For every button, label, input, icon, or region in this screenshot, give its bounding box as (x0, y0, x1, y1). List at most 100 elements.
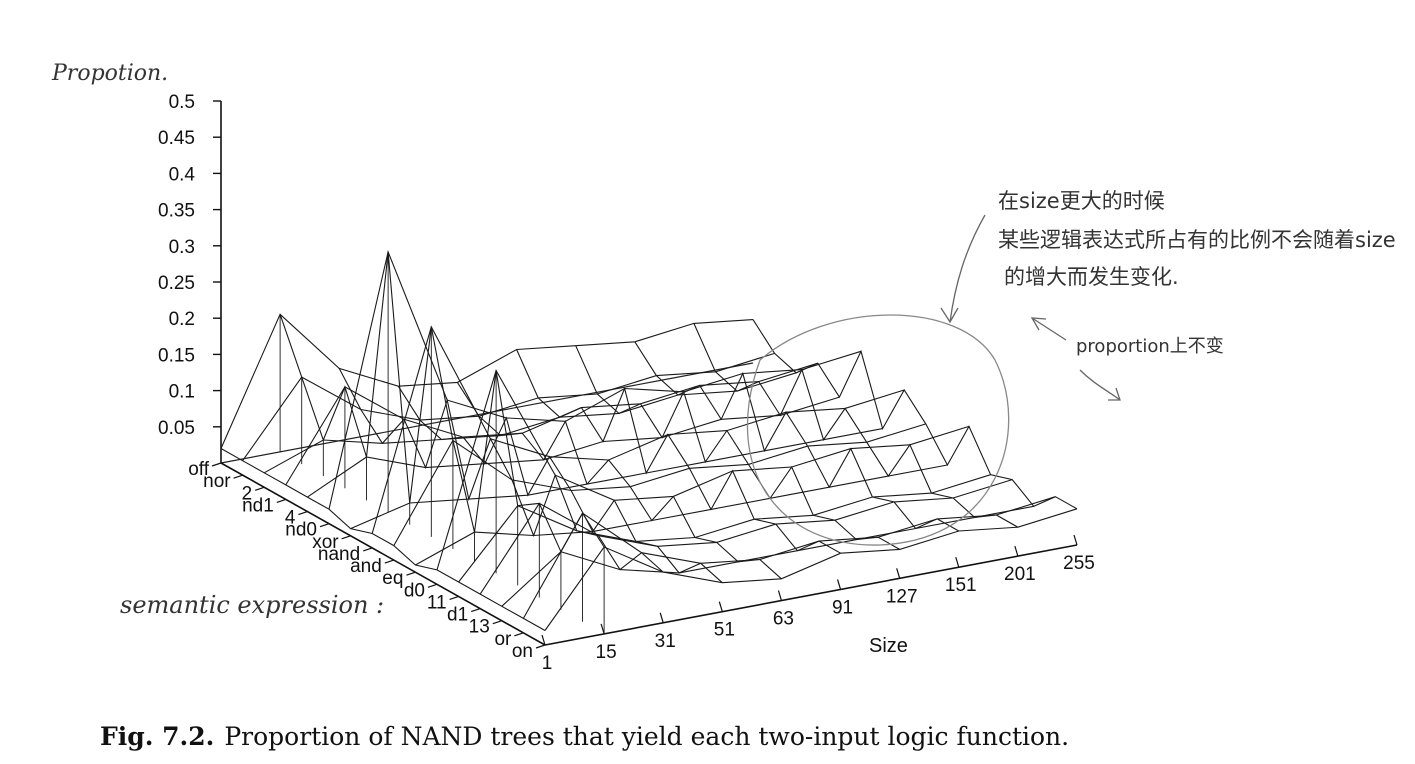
z-category-label: 4 (285, 508, 296, 529)
y-tick-label: 0.05 (158, 418, 195, 439)
series-line (350, 428, 883, 530)
z-category-label: 11 (427, 592, 447, 613)
x-tick-label: 91 (832, 597, 853, 618)
series-layer (220, 250, 1078, 634)
z-category-label: nor (203, 471, 231, 492)
x-tick-mark (659, 612, 664, 623)
x-tick-mark (718, 601, 723, 612)
z-tick-mark (298, 510, 308, 516)
series-line (393, 423, 926, 546)
x-tick-label: 63 (773, 609, 794, 630)
series-line (307, 396, 840, 498)
size-slice-line (575, 345, 900, 550)
series-line (285, 362, 818, 486)
size-note-line1: 在size更大的时候 (998, 189, 1165, 213)
size-note-line3: 的增大而发生变化. (1004, 265, 1179, 289)
x-tick-label: 255 (1063, 553, 1095, 574)
size-slice-line (220, 448, 546, 631)
z-category-label: xor (312, 532, 339, 553)
z-axis-line (220, 462, 546, 646)
x-tick-label: 151 (945, 575, 977, 596)
z-tick-mark (406, 571, 416, 576)
x-axis: 1 15 31 51 63 91 127 151 201 255 (541, 534, 1095, 674)
x-tick-label: 51 (714, 620, 735, 641)
z-category-label: on (512, 641, 533, 662)
z-tick-mark (535, 644, 546, 649)
x-tick-mark (955, 557, 960, 568)
y-tick-label: 0.25 (158, 273, 195, 294)
z-tick-mark (319, 523, 330, 528)
z-category-label: d0 (404, 580, 425, 601)
z-category-label: and (350, 556, 382, 577)
annotation-arrow-3 (1079, 369, 1121, 401)
y-tick-label: 0.15 (158, 345, 195, 366)
series-line (436, 369, 970, 571)
z-tick-mark (341, 535, 351, 540)
annotation-arrow-1 (949, 214, 986, 323)
y-axis-ticks: 0.5 0.45 0.4 0.35 0.3 0.25 0.2 0.15 0.1 0.05 (158, 92, 221, 439)
z-tick-mark (233, 474, 243, 479)
size-slice-line (338, 368, 664, 573)
series-line (263, 372, 797, 474)
size-note-line2: 某些逻辑表达式所占有的比例不会随着size (998, 228, 1396, 252)
series-line (371, 325, 905, 534)
x-tick-mark (600, 623, 605, 635)
proportion-note: proportion上不变 (1076, 336, 1224, 357)
y-tick-label: 0.45 (158, 128, 195, 149)
y-tick-label: 0.1 (169, 382, 195, 403)
x-tick-mark (896, 568, 901, 579)
series-line (479, 479, 1013, 595)
x-tick-mark (777, 590, 783, 601)
series-line (544, 508, 1078, 631)
series-line (415, 464, 948, 566)
caption-label: Fig. 7.2. (100, 722, 215, 751)
x-tick-label: 201 (1004, 564, 1036, 585)
z-tick-mark (255, 486, 265, 491)
x-tick-mark (541, 634, 546, 646)
x-tick-label: 1 (542, 653, 553, 674)
z-category-label: nd1 (242, 495, 274, 516)
size-slice-line (456, 382, 782, 580)
y-axis-handwritten-note: Propotion. (51, 61, 168, 86)
size-slice-line (279, 251, 605, 553)
z-tick-mark (492, 620, 502, 625)
z-category-label: 2 (242, 483, 253, 504)
x-tick-label: 15 (596, 642, 617, 663)
y-tick-label: 0.35 (158, 201, 195, 222)
series-line (501, 505, 1034, 607)
z-tick-mark (276, 498, 286, 503)
z-tick-mark (384, 559, 394, 564)
x-tick-mark (1014, 545, 1019, 557)
x-tick-mark (1073, 534, 1078, 546)
series-line (220, 313, 754, 449)
y-tick-label: 0.5 (169, 92, 195, 113)
size-slice-line (752, 319, 1078, 510)
caption-text: Proportion of NAND trees that yield each… (224, 722, 1070, 751)
x-tick-label: 31 (655, 631, 676, 652)
z-category-label: 13 (469, 617, 490, 638)
annotation-ellipse (746, 314, 1010, 546)
x-axis-title: Size (869, 635, 908, 657)
annotation-arrow-3-head (1108, 387, 1121, 401)
size-slice-line (693, 323, 1019, 528)
y-tick-label: 0.2 (169, 309, 195, 330)
z-tick-mark (449, 595, 459, 601)
x-tick-mark (836, 579, 842, 590)
series-line (328, 250, 862, 510)
y-tick-label: 0.3 (169, 237, 195, 258)
z-category-label: nand (318, 544, 360, 565)
z-tick-mark (211, 462, 222, 467)
z-axis-handwritten-note: semantic expression : (120, 591, 384, 619)
z-tick-mark (514, 632, 524, 637)
z-category-label: or (494, 629, 512, 650)
series-line (522, 496, 1056, 619)
z-category-label: nd0 (285, 520, 317, 541)
z-category-label: d1 (447, 605, 468, 626)
z-tick-mark (471, 608, 481, 613)
figure-caption: Fig. 7.2. Proportion of NAND trees that y… (100, 722, 1069, 751)
x-tick-label: 127 (886, 586, 918, 607)
annotation-arrow-2 (1031, 317, 1067, 341)
